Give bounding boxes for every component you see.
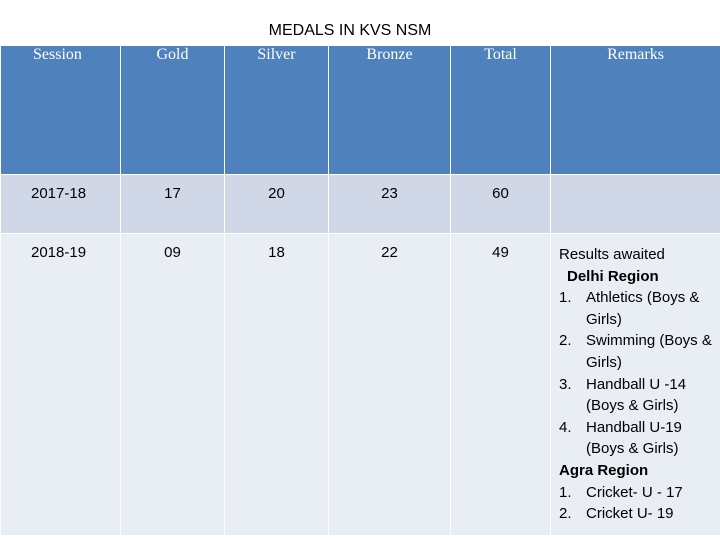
table-row: 2018-19 09 18 22 49 Results awaited Delh… <box>0 233 720 536</box>
header-bronze: Bronze <box>328 45 451 175</box>
remarks-content: Results awaited Delhi Region 1. Athletics… <box>551 244 720 525</box>
cell-total: 49 <box>450 233 551 536</box>
delhi-region-label: Delhi Region <box>567 267 659 285</box>
header-gold: Gold <box>120 45 225 175</box>
cell-bronze: 22 <box>328 233 451 536</box>
list-item: 4. Handball U-19 (Boys & Girls) <box>559 418 682 458</box>
medals-table: Session Gold Silver Bronze Total Remarks… <box>0 45 720 536</box>
list-item: 2. Swimming (Boys & Girls) <box>559 332 712 371</box>
list-item: 2. Cricket U- 19 <box>559 505 674 523</box>
cell-gold: 17 <box>120 174 225 234</box>
header-total: Total <box>450 45 551 175</box>
cell-silver: 18 <box>224 233 329 536</box>
header-session: Session <box>0 45 121 175</box>
table-row: 2017-18 17 20 23 60 <box>0 174 720 234</box>
agra-region-list: 1. Cricket- U - 17 2. Cricket U- 19 <box>559 482 716 525</box>
cell-session: 2017-18 <box>0 174 121 234</box>
cell-remarks: Results awaited Delhi Region 1. Athletics… <box>550 233 720 536</box>
remarks-intro: Results awaited <box>559 246 665 263</box>
cell-silver: 20 <box>224 174 329 234</box>
cell-remarks <box>550 174 720 234</box>
delhi-region-list: 1. Athletics (Boys & Girls) 2. Swimming (B… <box>559 287 716 460</box>
list-item: 1. Cricket- U - 17 <box>559 483 683 501</box>
header-remarks: Remarks <box>550 45 720 175</box>
list-item: 1. Athletics (Boys & Girls) <box>559 289 700 328</box>
agra-region-label: Agra Region <box>559 461 649 479</box>
table-header-row: Session Gold Silver Bronze Total Remarks <box>0 45 720 175</box>
header-silver: Silver <box>224 45 329 175</box>
cell-total: 60 <box>450 174 551 234</box>
cell-bronze: 23 <box>328 174 451 234</box>
page-title: MEDALS IN KVS NSM <box>268 22 432 39</box>
cell-session: 2018-19 <box>0 233 121 536</box>
list-item: 3. Handball U -14 (Boys & Girls) <box>559 375 687 415</box>
cell-gold: 09 <box>120 233 225 536</box>
